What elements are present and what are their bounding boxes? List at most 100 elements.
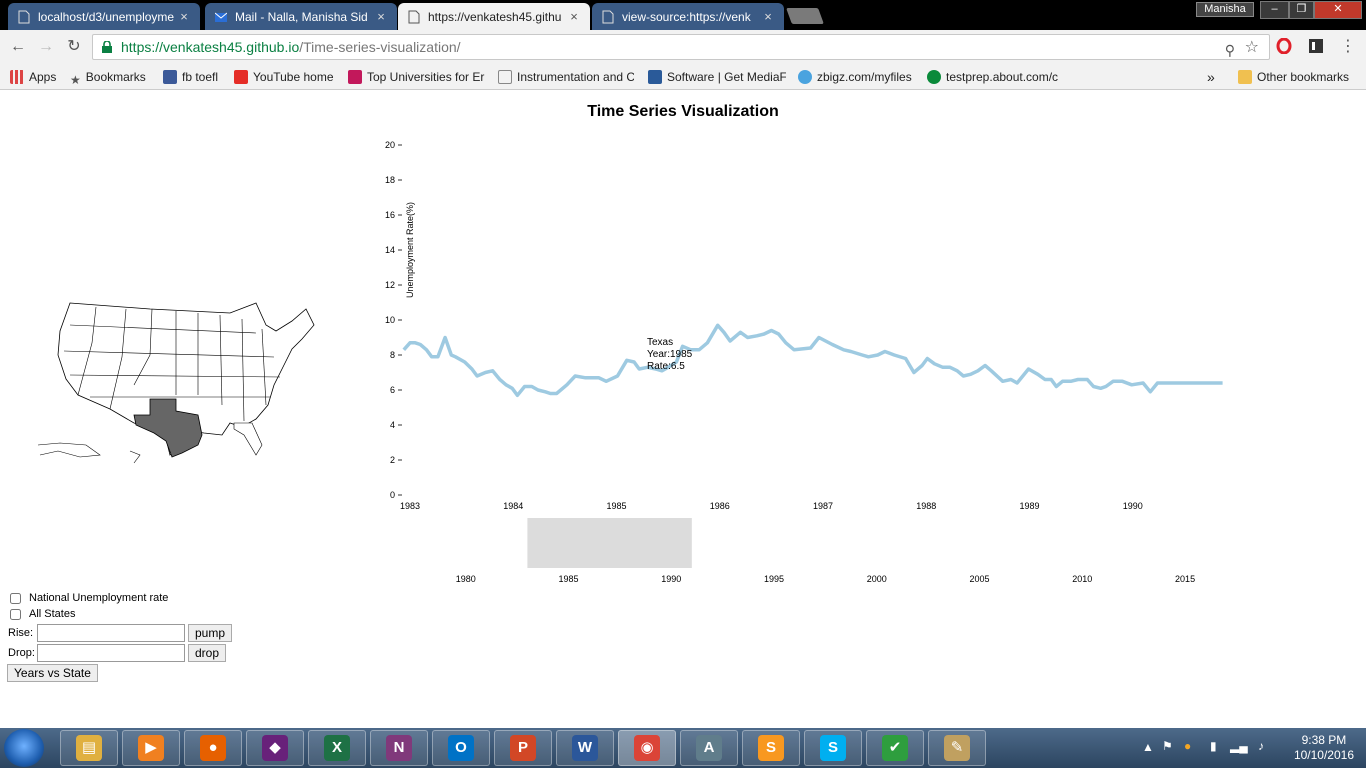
other-bookmarks[interactable]: Other bookmarks <box>1238 68 1360 86</box>
close-icon[interactable]: × <box>764 9 772 24</box>
url-origin: https://venkatesh45.github.io <box>121 39 300 55</box>
x-tick-label: 1984 <box>503 501 523 511</box>
system-tray: ▲ ⚑ ● ▮ ▂▄ ♪ 9:38 PM 10/10/2016 <box>1138 728 1366 768</box>
bookmark-top-universities[interactable]: Top Universities for Er <box>348 68 486 86</box>
all-states-checkbox[interactable] <box>10 608 21 620</box>
clock[interactable]: 9:38 PM 10/10/2016 <box>1294 733 1354 763</box>
brush-selection[interactable] <box>527 518 692 568</box>
x-tick-label: 1983 <box>400 501 420 511</box>
taskbar-explorer[interactable]: ▤ <box>60 730 118 766</box>
texas-state[interactable] <box>133 398 203 458</box>
bookmark-instrumentation[interactable]: Instrumentation and C <box>498 68 634 86</box>
tray-expand-icon[interactable]: ▲ <box>1142 740 1154 754</box>
bookmark-label: zbigz.com/myfiles <box>817 70 912 84</box>
years-vs-state-button[interactable]: Years vs State <box>7 664 98 682</box>
taskbar-excel[interactable]: X <box>308 730 366 766</box>
y-tick-label: 2 <box>390 455 395 465</box>
extension-icon[interactable] <box>1308 38 1324 54</box>
signal-icon[interactable]: ▂▄ <box>1230 739 1248 753</box>
bookmark-testprep[interactable]: testprep.about.com/c <box>927 68 1067 86</box>
drop-input[interactable] <box>37 643 185 662</box>
x-tick-label: 1986 <box>710 501 730 511</box>
volume-icon[interactable]: ♪ <box>1258 739 1264 753</box>
national-checkbox[interactable] <box>10 592 21 604</box>
page-icon <box>498 70 512 84</box>
zoom-icon[interactable]: ⚲ <box>1224 42 1235 58</box>
tab-time-series[interactable]: https://venkatesh45.githu × <box>398 3 590 30</box>
taskbar-reader[interactable]: A <box>680 730 738 766</box>
context-tick-label: 2005 <box>970 574 990 584</box>
bookmark-star-icon[interactable]: ☆ <box>1244 39 1259 56</box>
bookmark-apps[interactable]: Apps <box>10 68 68 86</box>
update-icon[interactable]: ● <box>1184 739 1192 753</box>
taskbar-word[interactable]: W <box>556 730 614 766</box>
taskbar-media-player[interactable]: ▶ <box>122 730 180 766</box>
bookmark-label: Instrumentation and C <box>517 70 634 84</box>
controls-panel: National Unemployment rate All States Ri… <box>7 590 233 682</box>
window-close-button[interactable]: ✕ <box>1314 1 1362 19</box>
y-tick-label: 10 <box>385 315 395 325</box>
opera-icon[interactable] <box>1276 38 1292 54</box>
taskbar-paint[interactable]: ✎ <box>928 730 986 766</box>
tooltip-year: Year:1985 <box>647 349 693 360</box>
bookmarks-overflow-button[interactable]: » <box>1207 69 1215 85</box>
address-bar[interactable]: https://venkatesh45.github.io/Time-serie… <box>92 34 1270 60</box>
bookmark-software[interactable]: Software | Get MediaF <box>648 68 786 86</box>
y-tick-label: 4 <box>390 420 395 430</box>
taskbar-chrome[interactable]: ◉ <box>618 730 676 766</box>
rise-label: Rise: <box>8 626 34 639</box>
drop-button[interactable]: drop <box>188 643 227 662</box>
excel-icon: X <box>324 735 350 761</box>
taskbar-skype[interactable]: S <box>804 730 862 766</box>
minimize-button[interactable]: – <box>1260 1 1289 19</box>
paint-icon: ✎ <box>944 735 970 761</box>
bookmarks-bar: Apps ★ Bookmarks fb toefl YouTube home To… <box>0 64 1366 90</box>
bookmark-zbigz[interactable]: zbigz.com/myfiles <box>798 68 918 86</box>
profile-button[interactable]: Manisha <box>1196 2 1254 17</box>
x-tick-label: 1985 <box>606 501 626 511</box>
close-icon[interactable]: × <box>570 9 578 24</box>
url-path: /Time-series-visualization/ <box>299 39 461 55</box>
taskbar-sublime[interactable]: S <box>742 730 800 766</box>
florida-state[interactable] <box>233 422 263 456</box>
page-icon <box>408 10 420 24</box>
x-tick-label: 1989 <box>1019 501 1039 511</box>
taskbar-onenote[interactable]: N <box>370 730 428 766</box>
context-tick-label: 2000 <box>867 574 887 584</box>
rise-input[interactable] <box>37 623 185 642</box>
forward-icon[interactable]: → <box>38 38 54 55</box>
tab-localhost[interactable]: localhost/d3/unemployme × <box>8 3 200 30</box>
outlook-icon: O <box>448 735 474 761</box>
skype-icon: S <box>820 735 846 761</box>
new-tab-button[interactable] <box>786 8 824 24</box>
bookmark-youtube[interactable]: YouTube home <box>234 68 342 86</box>
reload-icon[interactable]: ↻ <box>67 38 81 55</box>
all-states-label: All States <box>29 608 76 620</box>
context-tick-label: 2015 <box>1175 574 1195 584</box>
back-icon[interactable]: ← <box>10 38 26 55</box>
tooltip-state: Texas <box>647 337 673 348</box>
close-icon[interactable]: × <box>377 9 385 24</box>
taskbar-powerpoint[interactable]: P <box>494 730 552 766</box>
taskbar-outlook[interactable]: O <box>432 730 490 766</box>
battery-icon[interactable]: ▮ <box>1210 739 1217 753</box>
context-tick-label: 1995 <box>764 574 784 584</box>
bookmark-bookmarks[interactable]: ★ Bookmarks <box>70 68 158 86</box>
start-button[interactable] <box>4 729 44 767</box>
y-tick-label: 20 <box>385 140 395 150</box>
series-line-texas[interactable] <box>402 323 1223 398</box>
taskbar-firefox[interactable]: ● <box>184 730 242 766</box>
bookmark-fb-toefl[interactable]: fb toefl <box>163 68 229 86</box>
flag-icon[interactable]: ⚑ <box>1162 739 1173 753</box>
tab-mail[interactable]: Mail - Nalla, Manisha Sid × <box>205 3 397 30</box>
taskbar-security[interactable]: ✔ <box>866 730 924 766</box>
clock-date: 10/10/2016 <box>1293 748 1354 762</box>
explorer-icon: ▤ <box>76 735 102 761</box>
menu-icon[interactable]: ⋮ <box>1340 38 1356 55</box>
pump-button[interactable]: pump <box>188 623 233 642</box>
tab-view-source[interactable]: view-source:https://venk × <box>592 3 784 30</box>
close-icon[interactable]: × <box>180 9 188 24</box>
maximize-button[interactable]: ❐ <box>1289 1 1314 19</box>
y-tick-label: 8 <box>390 350 395 360</box>
taskbar-visual-studio[interactable]: ◆ <box>246 730 304 766</box>
